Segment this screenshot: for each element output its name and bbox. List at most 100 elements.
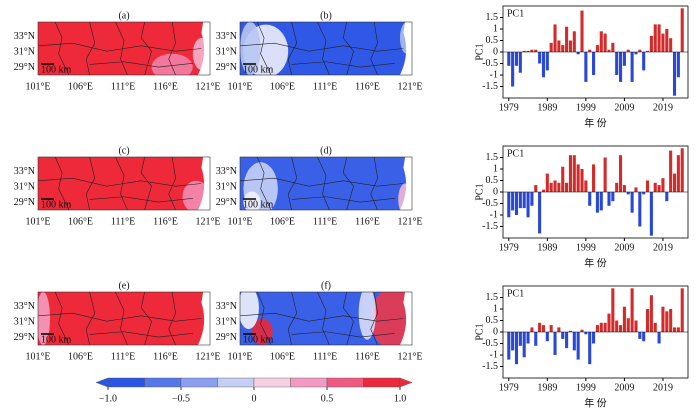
bar	[634, 52, 638, 55]
lon-label: 106°E	[68, 216, 93, 227]
map	[38, 157, 210, 210]
bar	[649, 295, 653, 332]
map-frame	[239, 156, 413, 211]
bar	[626, 192, 630, 195]
border	[89, 61, 193, 68]
bar	[603, 157, 607, 192]
lon-label: 116°E	[153, 351, 178, 362]
bar	[507, 52, 511, 66]
y-tick-label: 0	[493, 46, 498, 57]
lon-label: 111°E	[313, 81, 337, 92]
y-tick-label: 1.5	[486, 12, 499, 23]
colorbar-bin	[290, 377, 328, 388]
bar	[541, 189, 546, 192]
colorbar-bin	[363, 377, 401, 388]
border	[342, 157, 354, 210]
lon-label: 101°E	[227, 351, 252, 362]
bar	[607, 192, 611, 206]
bar	[576, 52, 580, 55]
bar	[530, 49, 534, 52]
y-tick-label: -0.5	[482, 58, 498, 69]
bar	[514, 192, 519, 215]
bar	[595, 192, 599, 213]
bar	[649, 192, 653, 236]
bar	[599, 322, 603, 332]
lon-label: 106°E	[270, 351, 295, 362]
colorbar-extend-low	[95, 377, 109, 388]
bar	[572, 155, 576, 192]
panel-label: (b)	[320, 10, 332, 21]
bar	[522, 50, 526, 52]
border	[38, 312, 202, 322]
bar	[638, 49, 642, 52]
map	[38, 22, 210, 75]
colorbar-bin	[144, 377, 182, 388]
lat-label: 33°N	[14, 301, 35, 312]
bar	[626, 318, 630, 332]
bar	[561, 332, 565, 339]
scale-label: 100 km	[41, 334, 72, 345]
border	[38, 42, 202, 52]
lat-label: 33°N	[216, 31, 237, 42]
bar	[541, 52, 546, 78]
map-blob	[38, 292, 51, 345]
bar	[657, 24, 661, 52]
bar	[599, 192, 603, 211]
bar	[645, 309, 650, 332]
lat-label: 31°N	[216, 182, 237, 193]
colorbar-tick-label: 1.0	[394, 393, 407, 404]
bar	[653, 182, 657, 192]
panel-label: (d)	[320, 145, 332, 156]
bar	[645, 50, 650, 52]
x-tick-label: 1979	[499, 242, 519, 253]
lon-label: 116°E	[153, 216, 178, 227]
bar	[518, 52, 522, 73]
x-tick-label: 2019	[653, 242, 673, 253]
border	[140, 22, 152, 75]
map-blob	[151, 53, 193, 75]
border	[317, 22, 330, 75]
panel-label: (c)	[118, 145, 129, 156]
bar	[576, 332, 580, 360]
colorbar-tick-label: −1.0	[99, 393, 117, 404]
bar	[642, 332, 646, 342]
bar	[669, 309, 673, 332]
bar	[661, 306, 665, 332]
colorbar-bin	[180, 377, 218, 388]
bar	[630, 192, 634, 213]
lat-label: 31°N	[14, 47, 35, 58]
bar	[622, 52, 626, 66]
border	[85, 22, 96, 75]
bar	[630, 288, 634, 332]
lon-label: 101°E	[25, 351, 50, 362]
map-frame	[239, 21, 413, 76]
colorbar-extend-high	[399, 377, 413, 388]
bar	[553, 180, 557, 192]
bar	[507, 332, 511, 360]
bar	[672, 327, 677, 332]
bar	[584, 52, 588, 82]
bar	[642, 52, 646, 71]
map-frame	[37, 156, 211, 211]
panel-label: (f)	[321, 280, 331, 291]
lat-label: 31°N	[14, 182, 35, 193]
bar	[549, 182, 553, 192]
bar	[657, 332, 661, 344]
lon-label: 106°E	[270, 216, 295, 227]
bar	[611, 192, 615, 202]
bar	[530, 327, 534, 332]
lon-label: 101°E	[227, 216, 252, 227]
border	[240, 42, 404, 52]
bar	[568, 155, 572, 192]
lon-label: 111°E	[111, 216, 135, 227]
bar	[611, 42, 615, 52]
lat-label: 29°N	[216, 332, 237, 343]
y-tick-label: -1	[490, 209, 498, 220]
bar	[595, 45, 599, 52]
lat-label: 33°N	[14, 31, 35, 42]
bar	[634, 320, 638, 332]
lat-label: 29°N	[14, 62, 35, 73]
bar	[580, 169, 584, 192]
bar	[565, 332, 569, 349]
bar	[607, 49, 611, 52]
